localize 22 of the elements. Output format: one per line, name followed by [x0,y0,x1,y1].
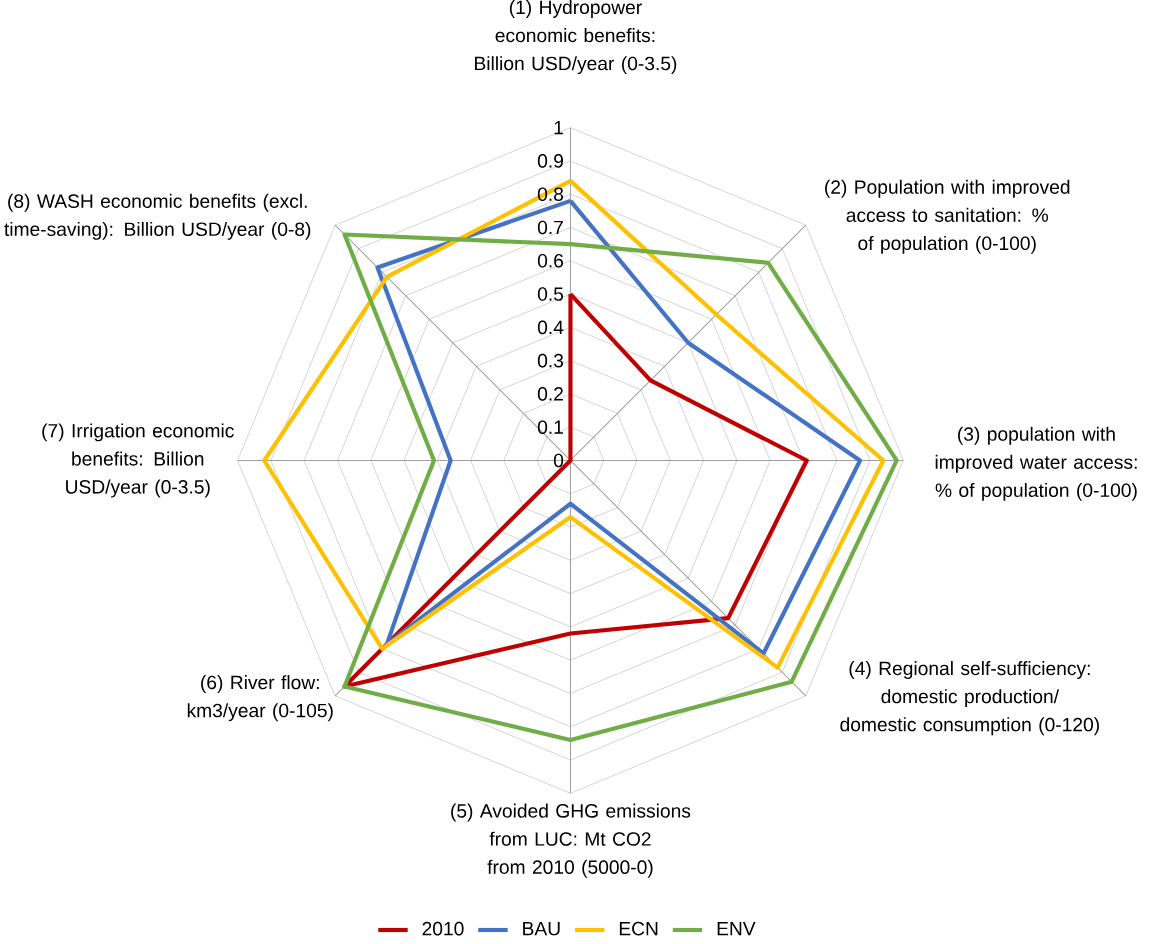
spoke-label: (3) population with improved water access: % of population (0-100) [935,426,1137,501]
y-tick-label: 0.9 [537,154,563,168]
spoke-label: (5) Avoided GHG emissions from LUC: Mt CO2 from 2010 (5000-0) [451,803,691,878]
spoke-label: (1) Hydropower economic benefits: Billion USD/year (0-3.5) [475,0,677,75]
y-tick-label: 0.3 [537,353,564,368]
y-tick-label: 0.5 [537,287,564,301]
legend-label: 2010 [422,921,464,936]
y-tick-label: 0 [553,453,564,468]
y-tick-label: 0.2 [537,387,563,401]
y-tick-label: 0.6 [537,253,564,268]
spoke-label: (4) Regional self-sufficiency: domestic production/ domestic consumption (0-120) [840,661,1099,736]
y-tick-label: 1 [554,120,563,135]
y-tick-label: 0.7 [537,220,563,235]
legend-label: BAU [523,921,560,936]
spoke-label: (7) Irrigation economic benefits: Billion USD/year (0-3.5) [42,423,234,498]
spoke-label: (8) WASH economic benefits (excl. time-saving): Billion USD/year (0-8) [4,193,311,240]
legend-label: ENV [717,921,756,936]
spoke-label: (6) River flow: km3/year (0-105) [187,675,333,722]
spoke-label: (2) Population with improved access to sanitation: % of population (0-100) [825,179,1070,254]
y-tick-label: 0.1 [537,420,563,434]
legend-label: ECN [619,921,658,936]
y-tick-label: 0.4 [537,320,564,335]
